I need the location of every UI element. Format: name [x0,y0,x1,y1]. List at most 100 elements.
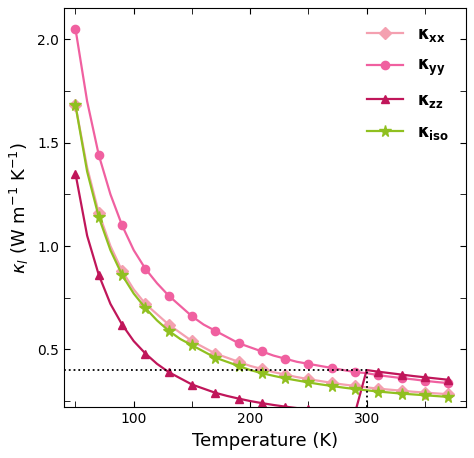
$\kappa_{zz}$ [259,400,264,406]
$\kappa_{iso}$ [306,380,311,385]
$\kappa_{xx}$ [143,301,148,307]
$\kappa_{yy}$ [177,303,183,309]
$\kappa_{yy}$ [84,98,90,104]
$\kappa_{xx}$ [271,369,276,375]
$\kappa_{zz}$ [271,402,276,408]
$\kappa_{yy}$ [143,266,148,272]
$\kappa_{xx}$ [352,383,358,389]
$\kappa_{iso}$ [329,383,335,389]
$\kappa_{yy}$ [329,365,335,371]
$\kappa_{xx}$ [119,268,125,273]
$\kappa_{iso}$ [236,363,241,369]
$\kappa_{iso}$ [446,394,451,400]
$\kappa_{yy}$ [189,314,195,319]
$\kappa_{xx}$ [283,372,288,377]
$\kappa_{zz}$ [247,398,253,404]
$\kappa_{xx}$ [131,287,137,292]
$\kappa_{xx}$ [73,103,78,108]
X-axis label: Temperature (K): Temperature (K) [191,432,338,450]
$\kappa_{zz}$ [399,372,404,377]
$\kappa_{yy}$ [96,153,101,158]
$\kappa_{xx}$ [166,322,172,327]
$\kappa_{iso}$ [212,355,218,360]
$\kappa_{zz}$ [387,371,393,376]
$\kappa_{yy}$ [364,371,370,376]
Legend: $\mathbf{\kappa_{xx}}$, $\mathbf{\kappa_{yy}}$, $\mathbf{\kappa_{zz}}$, $\mathbf: $\mathbf{\kappa_{xx}}$, $\mathbf{\kappa_… [358,16,457,150]
$\kappa_{iso}$ [399,391,404,396]
$\kappa_{xx}$ [212,351,218,356]
$\kappa_{xx}$ [317,378,323,384]
$\kappa_{xx}$ [375,386,381,392]
$\kappa_{zz}$ [96,272,101,278]
$\kappa_{iso}$ [294,378,300,383]
$\kappa_{zz}$ [410,373,416,379]
$\kappa_{iso}$ [422,393,428,398]
$\kappa_{iso}$ [352,386,358,392]
$\kappa_{zz}$ [119,322,125,327]
$\kappa_{yy}$ [131,247,137,253]
$\kappa_{zz}$ [422,375,428,380]
$\kappa_{xx}$ [329,380,335,386]
$\kappa_{yy}$ [259,349,264,354]
$\kappa_{iso}$ [259,371,264,376]
$\kappa_{xx}$ [399,388,404,393]
$\kappa_{xx}$ [108,243,113,249]
$\kappa_{iso}$ [317,382,323,387]
$\kappa_{zz}$ [317,408,323,413]
$\kappa_{yy}$ [73,26,78,32]
$\kappa_{yy}$ [317,363,323,369]
$\kappa_{zz}$ [166,369,172,375]
$\kappa_{iso}$ [119,272,125,278]
$\kappa_{yy}$ [399,376,404,381]
$\kappa_{zz}$ [340,409,346,415]
$\kappa_{iso}$ [201,349,207,354]
$\kappa_{zz}$ [201,386,207,392]
$\kappa_{xx}$ [96,210,101,216]
Line: $\kappa_{zz}$: $\kappa_{zz}$ [71,169,453,417]
$\kappa_{xx}$ [422,390,428,395]
Line: $\kappa_{iso}$: $\kappa_{iso}$ [70,100,454,403]
$\kappa_{iso}$ [154,318,160,323]
$\kappa_{yy}$ [410,376,416,382]
$\kappa_{zz}$ [434,376,439,381]
$\kappa_{iso}$ [434,393,439,399]
$\kappa_{zz}$ [375,369,381,375]
$\kappa_{zz}$ [73,171,78,176]
$\kappa_{yy}$ [352,369,358,375]
$\kappa_{yy}$ [166,293,172,298]
$\kappa_{zz}$ [212,390,218,396]
$\kappa_{iso}$ [84,169,90,174]
$\kappa_{yy}$ [236,340,241,346]
$\kappa_{iso}$ [189,343,195,348]
$\kappa_{zz}$ [84,233,90,239]
$\kappa_{zz}$ [131,338,137,344]
$\kappa_{yy}$ [212,328,218,333]
$\kappa_{zz}$ [329,409,335,414]
$\kappa_{yy}$ [434,379,439,385]
$\kappa_{zz}$ [364,367,370,373]
$\kappa_{zz}$ [294,405,300,411]
Line: $\kappa_{yy}$: $\kappa_{yy}$ [72,25,452,387]
$\kappa_{xx}$ [224,355,230,360]
$\kappa_{iso}$ [166,328,172,333]
$\kappa_{yy}$ [154,280,160,286]
$\kappa_{iso}$ [131,291,137,296]
$\kappa_{xx}$ [446,392,451,397]
$\kappa_{iso}$ [143,305,148,311]
$\kappa_{xx}$ [84,165,90,170]
$\kappa_{xx}$ [236,359,241,365]
$\kappa_{yy}$ [375,372,381,378]
$\kappa_{iso}$ [271,373,276,379]
$\kappa_{zz}$ [446,377,451,382]
$\kappa_{xx}$ [154,311,160,317]
$\kappa_{yy}$ [247,344,253,350]
$\kappa_{xx}$ [306,376,311,382]
$\kappa_{iso}$ [177,336,183,342]
$\kappa_{iso}$ [340,385,346,390]
$\kappa_{iso}$ [387,390,393,395]
$\kappa_{yy}$ [387,374,393,379]
$\kappa_{zz}$ [154,361,160,366]
$\kappa_{iso}$ [410,392,416,397]
$\kappa_{yy}$ [224,334,230,340]
$\kappa_{iso}$ [247,367,253,373]
